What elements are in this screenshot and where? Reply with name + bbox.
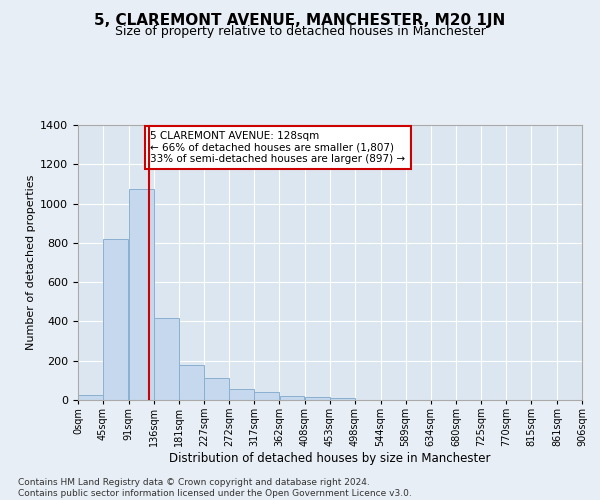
Y-axis label: Number of detached properties: Number of detached properties	[26, 175, 36, 350]
Bar	[254, 392, 279, 400]
Text: 5, CLAREMONT AVENUE, MANCHESTER, M20 1JN: 5, CLAREMONT AVENUE, MANCHESTER, M20 1JN	[94, 12, 506, 28]
Bar	[229, 389, 254, 400]
Bar	[129, 189, 154, 400]
Bar	[280, 396, 304, 400]
Text: 5 CLAREMONT AVENUE: 128sqm
← 66% of detached houses are smaller (1,807)
33% of s: 5 CLAREMONT AVENUE: 128sqm ← 66% of deta…	[151, 131, 406, 164]
Bar	[179, 364, 203, 400]
X-axis label: Distribution of detached houses by size in Manchester: Distribution of detached houses by size …	[169, 452, 491, 465]
Text: Size of property relative to detached houses in Manchester: Size of property relative to detached ho…	[115, 25, 485, 38]
Bar	[205, 378, 229, 400]
Bar	[305, 397, 330, 400]
Bar	[154, 318, 179, 400]
Bar	[78, 395, 103, 400]
Bar	[103, 239, 128, 400]
Bar	[330, 398, 355, 400]
Text: Contains HM Land Registry data © Crown copyright and database right 2024.
Contai: Contains HM Land Registry data © Crown c…	[18, 478, 412, 498]
